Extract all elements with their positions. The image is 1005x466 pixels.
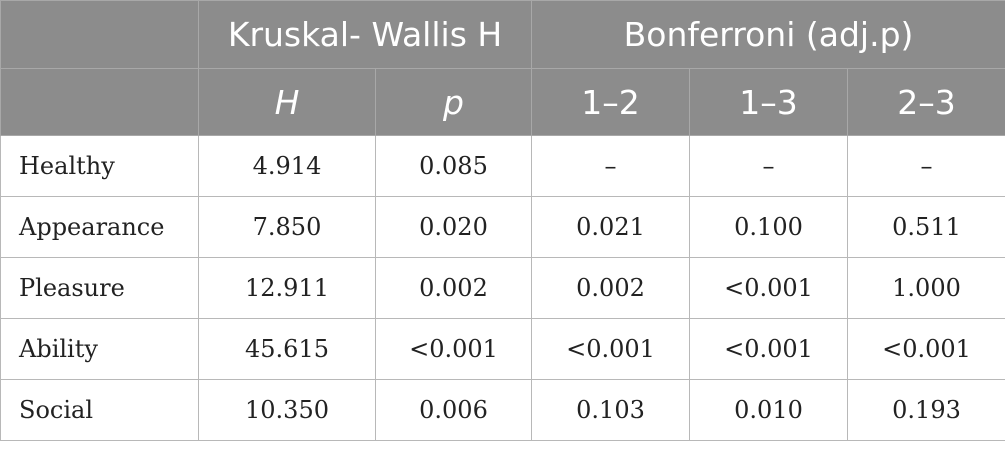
cell-2-3: 0.511 (847, 196, 1005, 258)
row-label: Appearance (0, 196, 199, 258)
cell-p: 0.020 (374, 196, 533, 258)
cell-h: 4.914 (198, 135, 376, 197)
table-row: Social 10.350 0.006 0.103 0.010 0.193 (0, 379, 1005, 441)
row-label: Pleasure (0, 257, 199, 319)
cell-p: 0.085 (374, 135, 533, 197)
cell-2-3: <0.001 (847, 318, 1005, 380)
header-kruskal-wallis: Kruskal- Wallis H (197, 0, 533, 69)
cell-1-3: 0.010 (689, 379, 849, 441)
cell-2-3: 0.193 (847, 379, 1005, 441)
cell-h: 45.615 (198, 318, 376, 380)
cell-1-2: 0.002 (531, 257, 691, 319)
table-row: Ability 45.615 <0.001 <0.001 <0.001 <0.0… (0, 318, 1005, 380)
cell-2-3: 1.000 (847, 257, 1005, 319)
header-2-3: 2–3 (847, 68, 1005, 136)
cell-h: 7.850 (198, 196, 376, 258)
cell-h: 10.350 (198, 379, 376, 441)
header-h: H (198, 68, 376, 136)
header-1-3: 1–3 (689, 68, 849, 136)
header-corner-cell (0, 68, 199, 136)
table-row: Appearance 7.850 0.020 0.021 0.100 0.511 (0, 196, 1005, 258)
cell-1-3: 0.100 (689, 196, 849, 258)
cell-1-2: 0.021 (531, 196, 691, 258)
cell-2-3: – (847, 135, 1005, 197)
table-row: Healthy 4.914 0.085 – – – (0, 135, 1005, 197)
header-corner-cell (0, 0, 199, 69)
cell-1-3: <0.001 (689, 318, 849, 380)
row-label: Social (0, 379, 199, 441)
header-p: p (374, 68, 533, 136)
results-table: Kruskal- Wallis H Bonferroni (adj.p) H p… (0, 0, 1005, 441)
row-label: Healthy (0, 135, 199, 197)
cell-p: 0.002 (374, 257, 533, 319)
row-label: Ability (0, 318, 199, 380)
header-1-2: 1–2 (531, 68, 691, 136)
cell-1-3: <0.001 (689, 257, 849, 319)
header-row-groups: Kruskal- Wallis H Bonferroni (adj.p) (0, 0, 1005, 69)
cell-h: 12.911 (198, 257, 376, 319)
header-row-sub: H p 1–2 1–3 2–3 (0, 68, 1005, 136)
table-row: Pleasure 12.911 0.002 0.002 <0.001 1.000 (0, 257, 1005, 319)
cell-1-3: – (689, 135, 849, 197)
cell-1-2: – (531, 135, 691, 197)
cell-1-2: 0.103 (531, 379, 691, 441)
header-bonferroni: Bonferroni (adj.p) (531, 0, 1005, 69)
cell-p: 0.006 (374, 379, 533, 441)
cell-p: <0.001 (374, 318, 533, 380)
cell-1-2: <0.001 (531, 318, 691, 380)
